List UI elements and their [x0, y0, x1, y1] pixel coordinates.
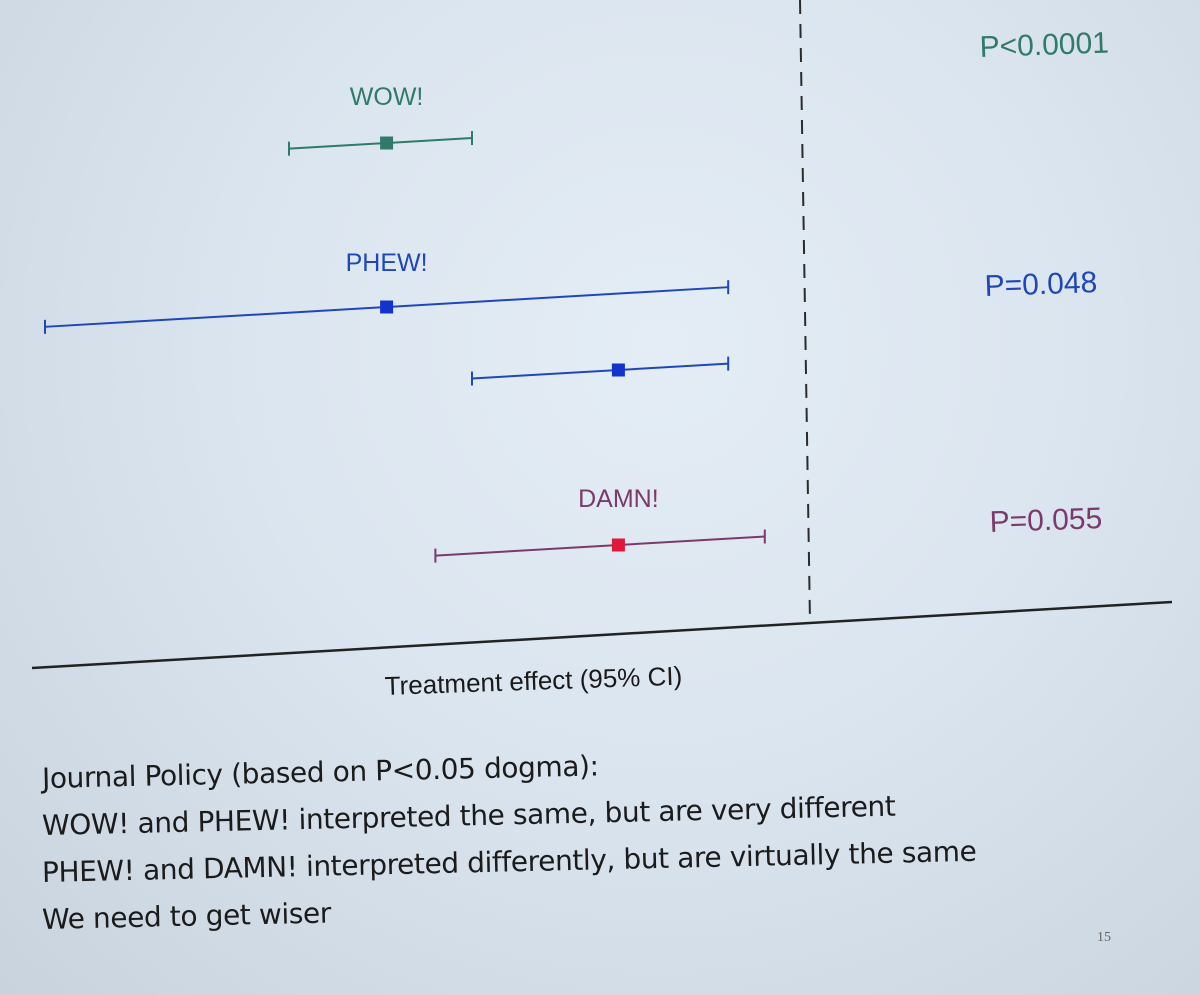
- rows-layer: WOW! P<0.0001 PHEW! P=0.048 DAMN! P=0.055: [44, 27, 1109, 563]
- forest-row: DAMN! P=0.055: [434, 485, 1103, 563]
- forest-row: PHEW! P=0.048: [44, 249, 1098, 334]
- notes: Journal Policy (based on P<0.05 dogma): …: [42, 749, 1192, 943]
- point-estimate-marker: [380, 136, 394, 150]
- ci-line: [435, 535, 765, 557]
- reference-line: [799, 0, 811, 623]
- p-value-label: P=0.055: [989, 502, 1103, 539]
- row-label: WOW!: [350, 83, 424, 111]
- slide-number: 15: [1097, 930, 1111, 945]
- x-axis-label: Treatment effect (95% CI): [384, 661, 683, 701]
- forest-row: [471, 356, 730, 386]
- forest-plot: Treatment effect (95% CI) WOW! P<0.0001 PH…: [31, 0, 1173, 701]
- point-estimate-marker: [380, 300, 394, 314]
- row-label: PHEW!: [346, 249, 428, 277]
- point-estimate-marker: [611, 363, 625, 377]
- p-value-label: P<0.0001: [979, 27, 1109, 64]
- row-label: DAMN!: [578, 485, 659, 513]
- x-axis: [31, 600, 1173, 670]
- p-value-label: P=0.048: [984, 266, 1098, 303]
- point-estimate-marker: [611, 538, 625, 552]
- ci-line: [471, 362, 729, 380]
- forest-row: WOW! P<0.0001: [288, 27, 1109, 156]
